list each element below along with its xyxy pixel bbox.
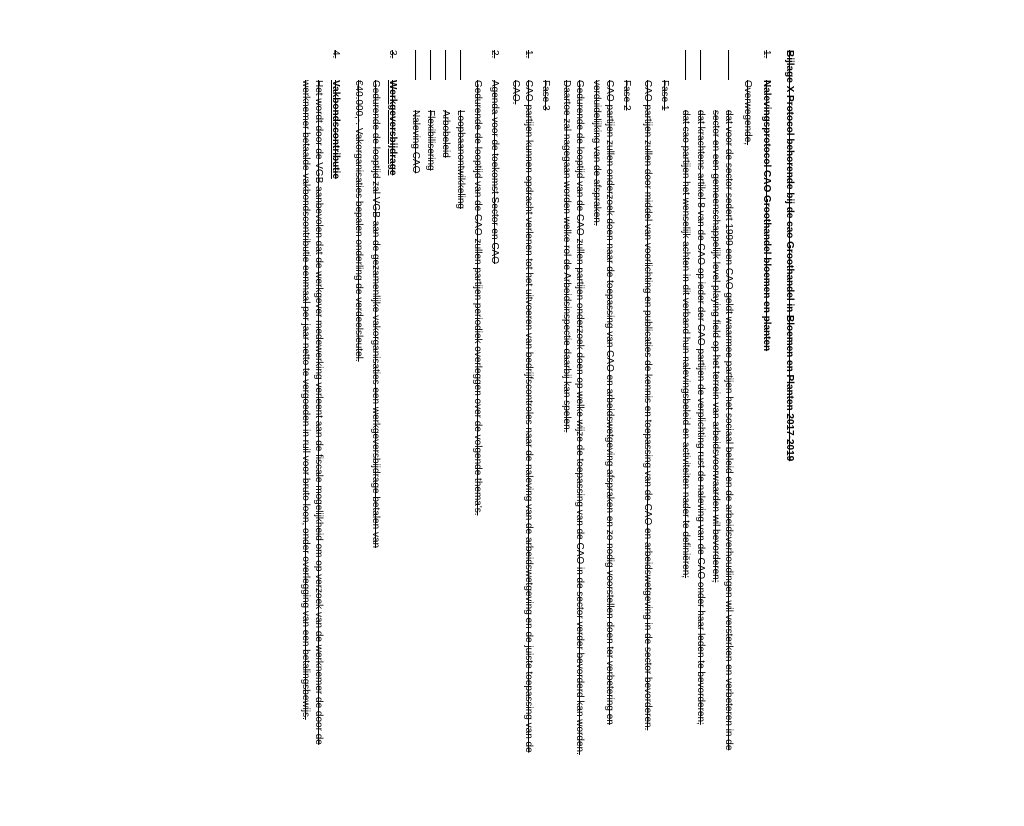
dash-icon: ——— — [722, 80, 735, 110]
section-4-heading: 4.Vakbondscontributie — [329, 80, 342, 776]
overweging-item-1: ———dat voor de sector sedert 1999 een CA… — [709, 110, 735, 776]
section-2-title: Agenda voor de toekomst Sector en CAO — [489, 80, 500, 264]
section-3-text-1: Gedurende de looptijd zal VGB aan de gez… — [369, 80, 382, 776]
thema-item-4: ———Naleving CAO — [409, 110, 422, 776]
thema-item-2: ———Arbobeleid — [439, 110, 452, 776]
section-1-heading: 1.Nalevingsprotocol CAO Groothandel bloe… — [760, 80, 773, 776]
thema-text-3: Flexibilisering — [425, 110, 436, 171]
section-3-title: Werkgeversbijdrage — [387, 80, 398, 175]
fase-2-text-1: CAO partijen zullen onderzoek doen naar … — [590, 80, 616, 776]
fase-3-text: CAO partijen kunnen opdracht verlenen to… — [510, 80, 534, 753]
dash-icon: ——— — [454, 80, 467, 110]
dash-icon: ——— — [409, 80, 422, 110]
dash-icon: ——— — [679, 80, 692, 110]
section-3-number: 3. — [386, 50, 399, 80]
section-4-number: 4. — [329, 50, 342, 80]
dash-icon: ——— — [439, 80, 452, 110]
fase-1-label: Fase 1 — [658, 80, 671, 776]
section-4-text: Het wordt door de VGB aanbevolen dat de … — [299, 80, 325, 776]
fase-2-text-2: Gedurende de looptijd van de CAO zullen … — [560, 80, 586, 776]
document-page: Bijlage X Protocol behorende bij de cao … — [0, 0, 826, 826]
overwegende-label: Overwegende, — [741, 80, 754, 776]
section-1-number: 1. — [760, 50, 773, 80]
section-2-heading: 2.Agenda voor de toekomst Sector en CAO — [488, 80, 501, 776]
dash-icon: ——— — [424, 80, 437, 110]
overweging-text-3: dat cao partijen het wenselijk achten in… — [680, 110, 691, 578]
fase-3-number: 1. — [522, 50, 535, 80]
overweging-text-2: dat krachtens artikel 8 van de CAO op ie… — [695, 110, 706, 725]
overweging-item-2: ———dat krachtens artikel 8 van de CAO op… — [694, 110, 707, 776]
dash-icon: ——— — [694, 80, 707, 110]
fase-2-label: Fase 2 — [620, 80, 633, 776]
section-3-text-2: €40.000,-. Vakorganisaties bepalen onder… — [352, 80, 365, 776]
fase-1-text: CAO partijen zullen door middel van voor… — [641, 80, 654, 776]
thema-text-2: Arbobeleid — [440, 110, 451, 158]
section-4-title: Vakbondscontributie — [330, 80, 341, 179]
thema-item-3: ———Flexibilisering — [424, 110, 437, 776]
overweging-text-1: dat voor de sector sedert 1999 een CAO g… — [710, 110, 734, 750]
section-3-heading: 3.Werkgeversbijdrage — [386, 80, 399, 776]
section-2-intro: Gedurende de looptijd van de CAO zullen … — [471, 80, 484, 776]
document-title: Bijlage X Protocol behorende bij de cao … — [783, 50, 796, 776]
overweging-item-3: ———dat cao partijen het wenselijk achten… — [679, 110, 692, 776]
section-1-title: Nalevingsprotocol CAO Groothandel bloeme… — [761, 80, 772, 351]
fase-3-row: 1.CAO partijen kunnen opdracht verlenen … — [509, 80, 535, 776]
section-2-number: 2. — [488, 50, 501, 80]
thema-item-1: ———Loopbaanontwikkeling — [454, 110, 467, 776]
fase-3-label: Fase 3 — [539, 80, 552, 776]
thema-text-1: Loopbaanontwikkeling — [455, 110, 466, 209]
thema-text-4: Naleving CAO — [410, 110, 421, 173]
